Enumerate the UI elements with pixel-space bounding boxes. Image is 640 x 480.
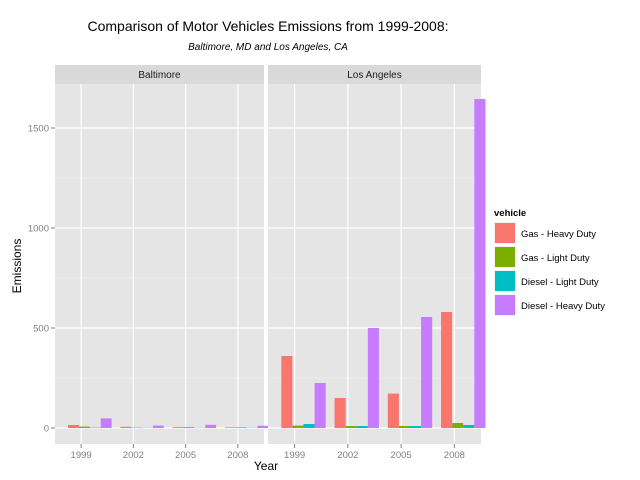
x-tick-label: 2005	[391, 450, 412, 461]
bar	[345, 426, 357, 428]
bar	[205, 424, 217, 428]
bar	[441, 312, 453, 428]
legend-item: Gas - Heavy Duty	[494, 222, 596, 244]
bar	[334, 398, 346, 428]
bar	[463, 425, 475, 428]
facet-panel: Los Angeles 1999 2002 2005 2008	[268, 65, 486, 461]
chart-subtitle: Baltimore, MD and Los Angeles, CA	[188, 42, 348, 53]
legend-title: vehicle	[494, 208, 526, 219]
legend-swatch	[495, 295, 515, 315]
legend-label: Diesel - Light Duty	[521, 277, 599, 288]
bar	[474, 99, 486, 428]
bar	[257, 425, 269, 428]
y-tick-label: 0	[44, 424, 49, 435]
y-axis-title: Emissions	[10, 239, 24, 294]
bar	[367, 328, 379, 428]
legend-items: Gas - Heavy Duty Gas - Light Duty Diesel -…	[494, 222, 605, 316]
bar	[421, 317, 433, 428]
legend-swatch	[495, 223, 515, 243]
facet-panel: Baltimore 1999 2002 2005 2008	[55, 65, 269, 461]
chart-title: Comparison of Motor Vehicles Emissions f…	[87, 18, 448, 34]
bar	[78, 426, 90, 428]
legend-swatch	[495, 247, 515, 267]
legend-item: Gas - Light Duty	[494, 246, 590, 268]
y-axis: 0 500 1000 1500	[28, 124, 55, 435]
bar	[183, 427, 195, 428]
bar	[68, 425, 79, 428]
bar	[452, 423, 464, 428]
facet-strip	[55, 65, 264, 84]
y-tick-label: 1000	[28, 224, 49, 235]
x-tick-label: 1999	[71, 450, 92, 461]
x-tick-label: 1999	[284, 450, 305, 461]
bar	[398, 426, 410, 428]
facet-strip	[268, 65, 481, 84]
x-tick-label: 2002	[337, 450, 358, 461]
bar	[235, 427, 247, 428]
bar	[224, 427, 236, 428]
bar	[172, 427, 184, 428]
legend-item: Diesel - Light Duty	[494, 270, 599, 292]
legend-label: Gas - Light Duty	[521, 253, 590, 264]
facet-strip-label: Baltimore	[138, 70, 181, 81]
panel-background	[55, 84, 264, 444]
legend: vehicle Gas - Heavy Duty Gas - Light Duty…	[494, 208, 605, 316]
facet-strip-label: Los Angeles	[347, 70, 402, 81]
bar	[152, 425, 164, 428]
bar	[120, 426, 132, 428]
legend-item: Diesel - Heavy Duty	[494, 294, 605, 316]
legend-label: Diesel - Heavy Duty	[521, 301, 605, 312]
bar	[387, 393, 399, 428]
bar	[303, 424, 315, 428]
legend-swatch	[495, 271, 515, 291]
bar	[100, 418, 112, 428]
y-tick-label: 1500	[28, 124, 49, 135]
legend-label: Gas - Heavy Duty	[521, 229, 596, 240]
y-tick-label: 500	[33, 324, 49, 335]
x-axis-title: Year	[254, 459, 278, 473]
bar	[410, 426, 422, 428]
bar	[314, 383, 326, 428]
x-tick-label: 2002	[123, 450, 144, 461]
x-tick-label: 2008	[444, 450, 465, 461]
x-tick-label: 2008	[227, 450, 248, 461]
bar	[292, 425, 304, 428]
x-tick-label: 2005	[175, 450, 196, 461]
bar	[281, 356, 293, 428]
facet-panels: Baltimore 1999 2002 2005 2008 Los Angeles 1999…	[55, 65, 486, 461]
bar	[356, 426, 368, 428]
